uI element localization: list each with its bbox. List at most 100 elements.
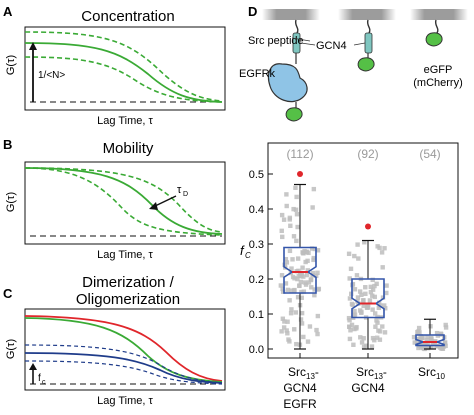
data-point bbox=[296, 268, 301, 274]
gfp-2 bbox=[357, 57, 375, 72]
data-point bbox=[352, 253, 357, 259]
panel-b-curve-slow bbox=[24, 167, 223, 233]
panel-c-annotation-sub: c bbox=[42, 379, 46, 386]
data-point bbox=[299, 295, 304, 300]
panel-b-xlabel: Lag Time, τ bbox=[97, 249, 153, 261]
data-point bbox=[380, 324, 385, 329]
panel-a-curve-lower bbox=[24, 56, 223, 103]
y-tick-label: 0.1 bbox=[249, 309, 264, 321]
data-point bbox=[281, 325, 287, 330]
data-point bbox=[295, 224, 300, 230]
panel-d-letter: D bbox=[248, 4, 257, 19]
category-label-line2: GCN4 bbox=[351, 381, 385, 395]
data-point bbox=[412, 340, 417, 345]
data-point bbox=[285, 287, 291, 293]
panel-a: A Concentration G(τ) 1/<N> Lag Time, τ bbox=[3, 4, 226, 127]
panel-a-xlabel: Lag Time, τ bbox=[97, 115, 153, 127]
data-point bbox=[310, 205, 315, 210]
data-point bbox=[362, 240, 367, 245]
data-point bbox=[440, 346, 446, 351]
data-point bbox=[425, 345, 431, 351]
data-point bbox=[284, 192, 289, 197]
data-point bbox=[382, 330, 388, 335]
data-point bbox=[418, 334, 423, 339]
data-point bbox=[288, 311, 294, 316]
data-point bbox=[280, 316, 286, 321]
data-point bbox=[377, 245, 382, 251]
boxplot-axes bbox=[267, 142, 459, 359]
data-point bbox=[361, 344, 367, 350]
panel-c-curve-green bbox=[24, 317, 223, 383]
data-point bbox=[305, 268, 310, 273]
data-point bbox=[279, 228, 284, 234]
data-point bbox=[298, 272, 303, 277]
data-point bbox=[355, 242, 360, 247]
data-point bbox=[376, 300, 382, 305]
data-point bbox=[293, 207, 299, 212]
data-point bbox=[421, 346, 427, 351]
panel-b-annotation: τ bbox=[177, 184, 182, 196]
data-point bbox=[443, 325, 449, 330]
data-point bbox=[425, 334, 430, 340]
data-point bbox=[354, 326, 359, 331]
data-point bbox=[347, 296, 353, 301]
data-point bbox=[373, 324, 378, 329]
data-point bbox=[299, 289, 304, 295]
panel-c: C Dimerization / Oligomerization G(τ) f … bbox=[3, 274, 226, 407]
data-point bbox=[289, 266, 294, 271]
data-point bbox=[347, 276, 352, 281]
panel-c-letter: C bbox=[3, 286, 13, 301]
data-point bbox=[363, 285, 368, 290]
data-point bbox=[291, 206, 296, 212]
category-label-line3: EGFR bbox=[283, 397, 317, 411]
data-point bbox=[299, 310, 305, 316]
membrane-2 bbox=[338, 9, 396, 20]
data-point bbox=[365, 304, 370, 310]
data-point bbox=[311, 257, 316, 263]
data-point bbox=[355, 295, 361, 300]
data-point bbox=[374, 281, 379, 287]
category-label-line1: Src10 bbox=[418, 365, 445, 381]
panel-b-curve bbox=[24, 167, 223, 235]
data-point bbox=[377, 337, 383, 342]
panel-b-annotation-sub: D bbox=[183, 191, 188, 198]
data-point bbox=[292, 288, 297, 293]
data-point bbox=[312, 246, 318, 252]
data-point bbox=[442, 340, 448, 345]
data-point bbox=[411, 334, 417, 340]
data-point bbox=[301, 334, 306, 340]
panel-a-axes bbox=[24, 26, 226, 111]
data-point bbox=[308, 277, 314, 282]
data-point bbox=[372, 294, 377, 300]
panel-c-arrowhead bbox=[29, 363, 37, 370]
panel-c-xlabel: Lag Time, τ bbox=[97, 395, 153, 407]
data-point bbox=[291, 234, 297, 239]
panel-c-curve-red bbox=[24, 315, 223, 382]
notched-box bbox=[415, 334, 445, 347]
data-point bbox=[352, 308, 357, 314]
data-point bbox=[310, 270, 316, 276]
data-point bbox=[422, 341, 427, 346]
data-point bbox=[429, 344, 434, 349]
data-point bbox=[374, 318, 379, 323]
data-point bbox=[358, 335, 363, 340]
data-point bbox=[312, 292, 317, 298]
data-point bbox=[346, 315, 352, 321]
sample-count: (54) bbox=[419, 147, 440, 161]
data-point bbox=[285, 331, 290, 336]
data-point bbox=[309, 246, 315, 251]
data-point bbox=[294, 341, 299, 347]
data-point bbox=[359, 340, 365, 345]
category-label-line2: GCN4 bbox=[283, 381, 317, 395]
outlier-point bbox=[365, 223, 371, 230]
data-point bbox=[309, 285, 314, 290]
y-tick-label: 0.0 bbox=[249, 344, 264, 356]
y-tick-label: 0.5 bbox=[249, 169, 264, 181]
data-point bbox=[315, 287, 321, 292]
data-point bbox=[298, 279, 304, 285]
data-point bbox=[301, 289, 307, 294]
data-point bbox=[383, 306, 388, 311]
panel-b-arrow bbox=[152, 195, 177, 208]
data-point bbox=[361, 298, 366, 303]
